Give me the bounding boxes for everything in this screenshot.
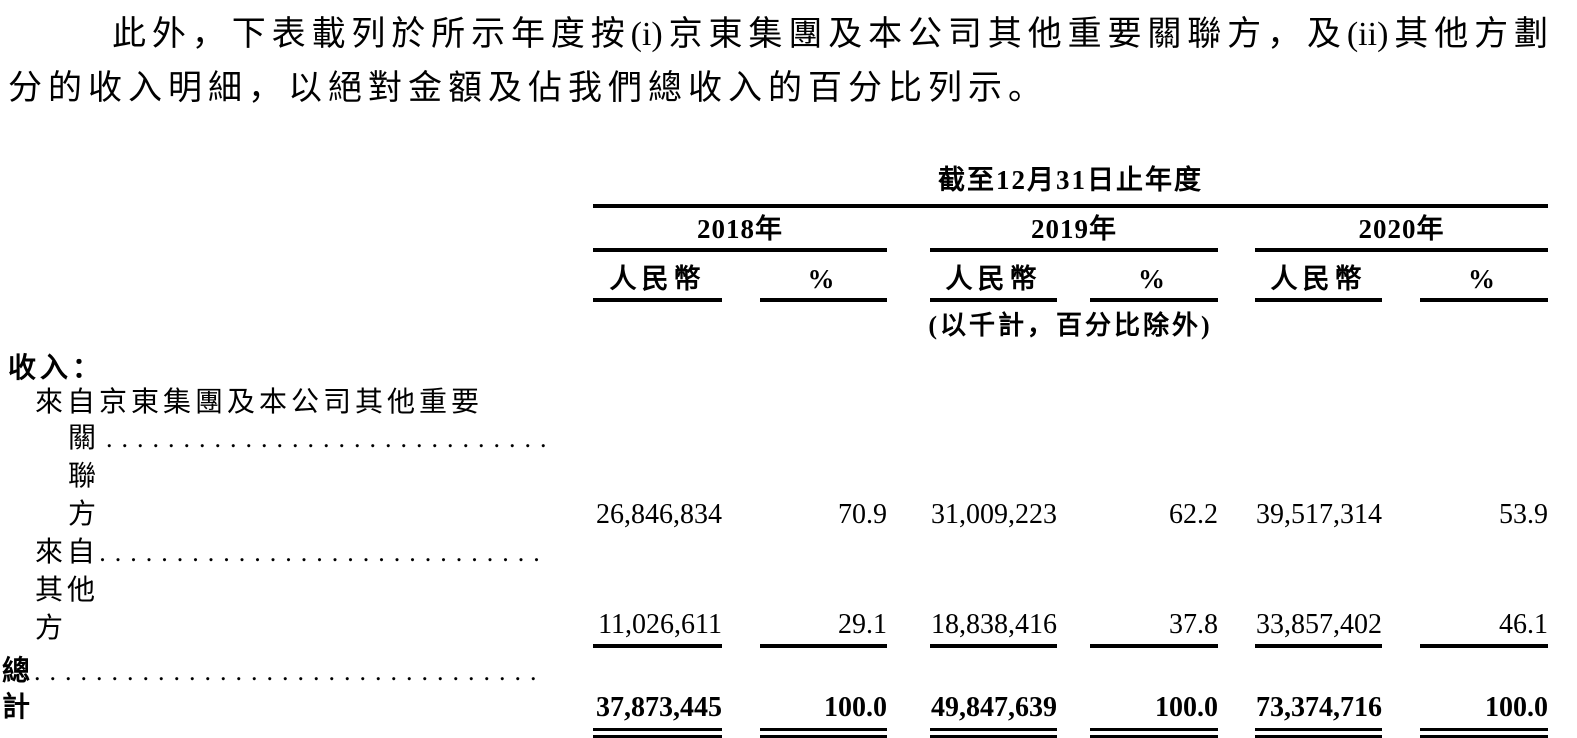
section-row-revenue: 收入： xyxy=(0,352,1548,386)
double-rule xyxy=(1420,728,1548,738)
table-unit-note-row: (以千計，百分比除外) xyxy=(0,302,1548,342)
dot-leader xyxy=(99,534,547,572)
intro-paragraph-line2: 分的收入明細，以絕對金額及佔我們總收入的百分比列示。 xyxy=(8,70,1048,107)
revenue-breakdown-table: 截至12月31日止年度 2018年 2019年 2020年 人民幣 % 人民幣 … xyxy=(0,158,1548,738)
cell-other-rmb-2020: 33,857,402 xyxy=(1255,606,1382,648)
table-row-related-parties: 關聯方 26,846,834 70.9 31,009,223 62.2 39,5… xyxy=(0,420,1548,534)
cell-other-pct-2018: 29.1 xyxy=(760,606,887,648)
year-header-2020: 2020年 xyxy=(1255,208,1548,252)
table-column-header-row: 人民幣 % 人民幣 % 人民幣 % xyxy=(0,252,1548,302)
intro-paragraph-line1: 此外，下表載列於所示年度按(i)京東集團及本公司其他重要關聯方，及(ii)其他方… xyxy=(112,16,1548,53)
row-label-related-parties-line1: 來自京東集團及本公司其他重要 xyxy=(35,387,484,418)
cell-total-pct-2018: 100.0 xyxy=(824,692,887,723)
cell-total-pct-2020: 100.0 xyxy=(1485,692,1548,723)
row-label-total: 總計 xyxy=(0,654,593,726)
unit-note: (以千計，百分比除外) xyxy=(928,311,1213,340)
cell-other-rmb-2018: 11,026,611 xyxy=(593,606,722,648)
cell-other-pct-2019: 37.8 xyxy=(1090,606,1218,648)
dot-leader xyxy=(106,420,547,458)
row-label-related-parties: 關聯方 xyxy=(0,420,593,534)
intro-paragraph: 此外，下表載列於所示年度按(i)京東集團及本公司其他重要關聯方，及(ii)其他方… xyxy=(8,8,1548,116)
cell-related-rmb-2020: 39,517,314 xyxy=(1256,499,1382,530)
row-label-total-text: 總計 xyxy=(2,656,35,723)
table-row-related-parties-line1: 來自京東集團及本公司其他重要 xyxy=(0,386,1548,420)
col-header-pct-2019: % xyxy=(1090,252,1218,302)
col-header-rmb-2020: 人民幣 xyxy=(1255,252,1382,302)
col-header-pct-2018: % xyxy=(760,252,887,302)
row-label-related-parties-text: 關聯方 xyxy=(68,423,101,530)
cell-total-rmb-2019: 49,847,639 xyxy=(931,692,1057,723)
dot-leader xyxy=(34,654,547,690)
col-header-rmb-2019: 人民幣 xyxy=(930,252,1057,302)
row-label-other-parties-text: 來自其他方 xyxy=(35,537,100,644)
col-header-pct-2020: % xyxy=(1420,252,1548,302)
cell-related-rmb-2018: 26,846,834 xyxy=(596,499,722,530)
cell-total-pct-2019: 100.0 xyxy=(1155,692,1218,723)
year-header-2019: 2019年 xyxy=(930,208,1218,252)
cell-total-rmb-2020: 73,374,716 xyxy=(1256,692,1382,723)
cell-related-pct-2019: 62.2 xyxy=(1169,499,1218,530)
section-label-revenue: 收入： xyxy=(8,353,105,384)
cell-related-rmb-2019: 31,009,223 xyxy=(931,499,1057,530)
table-year-header-row: 2018年 2019年 2020年 xyxy=(0,208,1548,252)
double-rule xyxy=(1090,728,1218,738)
double-rule xyxy=(760,728,887,738)
cell-related-pct-2020: 53.9 xyxy=(1499,499,1548,530)
table-row-other-parties: 來自其他方 11,026,611 29.1 18,838,416 37.8 33… xyxy=(0,534,1548,648)
cell-other-rmb-2019: 18,838,416 xyxy=(930,606,1057,648)
table-period-header-row: 截至12月31日止年度 xyxy=(0,158,1548,208)
period-header: 截至12月31日止年度 xyxy=(593,158,1548,208)
col-header-rmb-2018: 人民幣 xyxy=(593,252,722,302)
cell-related-pct-2018: 70.9 xyxy=(838,499,887,530)
table-row-total: 總計 37,873,445 100.0 49,847,639 100.0 73,… xyxy=(0,648,1548,726)
year-header-2018: 2018年 xyxy=(593,208,887,252)
cell-other-pct-2020: 46.1 xyxy=(1420,606,1548,648)
row-label-other-parties: 來自其他方 xyxy=(0,534,593,648)
double-rule xyxy=(593,728,722,738)
cell-total-rmb-2018: 37,873,445 xyxy=(596,692,722,723)
table-total-double-rule-row xyxy=(0,728,1548,738)
double-rule xyxy=(1255,728,1382,738)
double-rule xyxy=(930,728,1057,738)
